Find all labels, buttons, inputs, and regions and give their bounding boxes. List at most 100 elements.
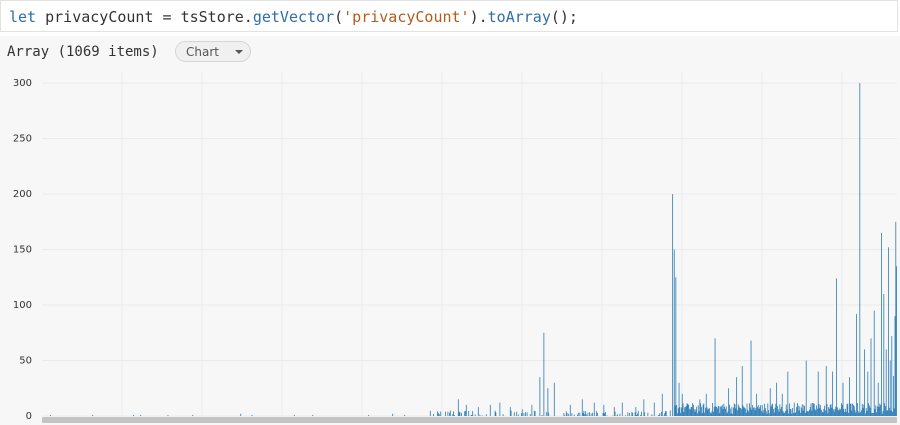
bar xyxy=(722,409,724,416)
bar xyxy=(855,412,857,416)
bar xyxy=(477,407,479,416)
bar xyxy=(644,412,646,416)
bar xyxy=(680,412,682,416)
bar xyxy=(568,413,570,416)
bar xyxy=(757,406,758,416)
bar xyxy=(677,408,679,416)
code-function-toarray: toArray xyxy=(487,8,551,26)
view-mode-dropdown[interactable]: Chart xyxy=(175,41,251,62)
bar xyxy=(765,411,767,416)
bar xyxy=(815,410,817,416)
bar xyxy=(749,407,751,416)
bar xyxy=(771,404,773,416)
bar xyxy=(770,406,772,416)
bar xyxy=(737,410,738,416)
bar xyxy=(658,415,660,416)
bar xyxy=(829,404,831,416)
y-tick-label: 300 xyxy=(13,78,32,89)
bar xyxy=(782,411,784,416)
bar xyxy=(725,408,726,416)
bar xyxy=(629,412,630,416)
code-cell[interactable]: let privacyCount = tsStore.getVector('pr… xyxy=(0,0,898,32)
bar xyxy=(853,406,855,416)
bar xyxy=(793,402,795,416)
bar xyxy=(776,382,778,416)
bar xyxy=(465,404,467,416)
bar xyxy=(777,405,778,416)
bar xyxy=(756,393,758,416)
bar xyxy=(862,407,864,416)
bar xyxy=(824,405,826,416)
bar xyxy=(805,360,807,416)
bar xyxy=(440,411,442,416)
bar xyxy=(240,413,242,416)
bar xyxy=(745,412,747,416)
code-line[interactable]: let privacyCount = tsStore.getVector('pr… xyxy=(9,8,578,26)
bar xyxy=(92,414,94,416)
bar xyxy=(392,413,394,416)
bar xyxy=(846,404,848,416)
bar xyxy=(880,404,881,416)
bar xyxy=(858,412,860,416)
bar xyxy=(840,409,842,416)
bar xyxy=(681,407,682,416)
bar xyxy=(635,407,637,416)
bar xyxy=(778,411,780,416)
bar xyxy=(437,412,439,416)
bar xyxy=(744,407,746,416)
bar xyxy=(590,413,592,416)
bar xyxy=(825,410,826,416)
bar xyxy=(848,412,850,416)
bar xyxy=(368,414,370,416)
bar xyxy=(665,411,667,416)
bar xyxy=(867,371,869,416)
bar xyxy=(526,412,528,416)
bar xyxy=(837,407,838,416)
bar xyxy=(869,407,871,416)
bar xyxy=(728,388,730,416)
bar xyxy=(788,413,790,416)
bar xyxy=(875,405,877,416)
code-tail: (); xyxy=(550,8,578,26)
bar xyxy=(876,412,877,416)
code-close-dot: ). xyxy=(469,8,488,26)
bar xyxy=(529,414,531,416)
bar xyxy=(837,409,839,416)
bar xyxy=(755,408,757,416)
bar xyxy=(796,407,798,416)
bar xyxy=(795,412,797,416)
bar xyxy=(836,278,838,416)
bar xyxy=(813,403,815,416)
bar xyxy=(521,409,523,416)
bar xyxy=(471,414,473,416)
bar xyxy=(853,404,854,416)
bar xyxy=(841,404,843,416)
bar xyxy=(864,349,866,416)
bar xyxy=(729,408,731,416)
bar xyxy=(806,411,808,416)
bar xyxy=(807,411,809,416)
bar xyxy=(760,405,762,416)
bar xyxy=(525,412,526,416)
bar xyxy=(733,407,734,416)
bar xyxy=(884,403,885,416)
bar xyxy=(643,399,645,416)
bar xyxy=(571,413,573,416)
bar xyxy=(547,388,549,416)
bar xyxy=(597,412,598,416)
output-area: Array (1069 items) Chart 0 50 100 150 200 250… xyxy=(0,36,900,425)
bar xyxy=(539,377,541,416)
bar xyxy=(738,406,740,416)
horizontal-scrollbar[interactable] xyxy=(42,417,897,423)
bar xyxy=(785,404,787,416)
bar xyxy=(479,414,481,416)
y-tick-label: 150 xyxy=(13,245,32,256)
bar xyxy=(787,371,789,416)
bar xyxy=(759,407,761,416)
bar xyxy=(724,406,726,416)
bar xyxy=(705,407,706,416)
bar xyxy=(886,410,888,416)
bar xyxy=(651,414,653,416)
bar xyxy=(489,404,491,416)
bar xyxy=(746,403,748,416)
